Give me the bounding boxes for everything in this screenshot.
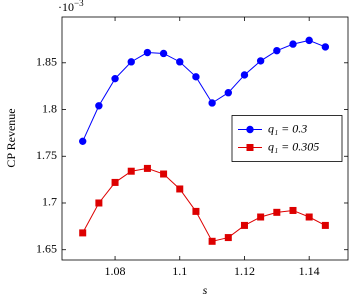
data-point xyxy=(79,229,87,237)
data-point xyxy=(111,74,119,83)
data-point xyxy=(95,199,103,207)
data-point xyxy=(143,164,151,172)
data-point xyxy=(305,213,313,221)
y-tick-label: 1.85 xyxy=(36,55,57,69)
legend-label: q₁ = 0.3 xyxy=(268,121,307,135)
data-point xyxy=(273,208,281,216)
data-point xyxy=(289,40,297,48)
data-point xyxy=(289,206,297,214)
data-point xyxy=(79,137,87,146)
data-point xyxy=(305,36,313,45)
data-point xyxy=(192,73,200,81)
data-point xyxy=(240,71,249,79)
y-tick-label: 1.65 xyxy=(36,241,57,255)
x-axis-label: s xyxy=(203,283,208,297)
data-point xyxy=(192,207,200,215)
data-point xyxy=(208,237,216,245)
plot-frame xyxy=(61,16,349,261)
data-point xyxy=(224,234,232,242)
y-scale-exponent: −3 xyxy=(74,0,84,8)
data-point xyxy=(111,178,119,186)
series-line xyxy=(82,39,326,142)
legend-marker xyxy=(246,125,254,134)
data-point xyxy=(176,58,184,66)
data-point xyxy=(127,167,135,175)
x-tick-label: 1.08 xyxy=(105,264,126,278)
legend-marker xyxy=(246,144,254,151)
data-point xyxy=(160,170,168,178)
y-tick-label: 1.7 xyxy=(42,195,57,209)
x-tick-label: 1.1 xyxy=(172,264,187,278)
legend-box xyxy=(231,115,343,162)
x-tick-label: 1.14 xyxy=(299,264,320,278)
legend-label: q₁ = 0.305 xyxy=(268,139,319,153)
y-tick-label: 1.75 xyxy=(36,148,57,162)
data-point xyxy=(143,48,152,57)
data-point xyxy=(257,213,265,221)
x-tick-label: 1.12 xyxy=(234,264,255,278)
y-tick-label: 1.8 xyxy=(42,101,57,115)
data-point xyxy=(240,221,248,229)
data-point xyxy=(224,89,232,97)
data-point xyxy=(176,185,184,193)
y-scale-base: ·10 xyxy=(58,0,74,14)
y-scale-label: ·10−3 xyxy=(58,0,84,14)
data-point xyxy=(159,49,168,58)
data-point xyxy=(321,43,330,51)
data-point xyxy=(273,46,281,55)
data-point xyxy=(256,57,265,65)
legend: q₁ = 0.3 q₁ = 0.305 xyxy=(231,115,343,162)
data-point xyxy=(321,221,329,229)
data-point xyxy=(95,102,103,110)
series-line xyxy=(82,167,326,242)
data-point xyxy=(127,58,135,66)
y-axis-label: CP Revenue xyxy=(4,108,18,167)
data-point xyxy=(208,99,216,107)
